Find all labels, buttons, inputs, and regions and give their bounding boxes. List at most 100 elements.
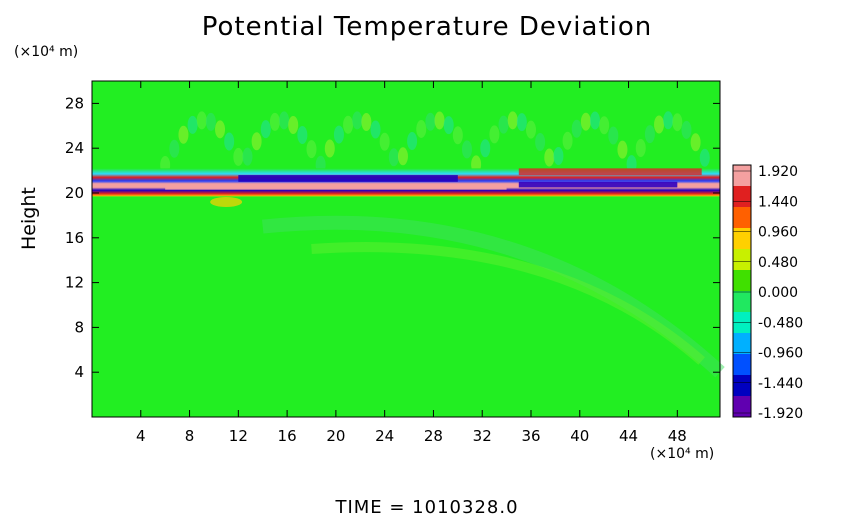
colorbar-label: 0.000 — [758, 285, 798, 301]
field-wave-mark — [397, 147, 408, 166]
field-band-core — [518, 168, 702, 176]
x-tick-label: 32 — [473, 427, 492, 445]
field-wave-mark — [681, 120, 692, 139]
y-tick-label: 24 — [65, 139, 84, 157]
colorbar-swatch — [733, 249, 751, 271]
field-wave-mark — [635, 138, 646, 157]
field-wave-mark — [306, 140, 317, 159]
field-wave-mark — [196, 111, 207, 130]
y-axis-ticks: 4 8 12 16 20 24 28 — [65, 94, 720, 381]
field-wave-mark — [379, 132, 390, 151]
colorbar: 1.920 1.440 0.960 0.480 0.000 -0.480 -0.960 -1.… — [732, 164, 803, 422]
field-wave-mark — [480, 139, 491, 158]
colorbar-label: -0.480 — [758, 315, 803, 331]
field-wave-mark — [260, 120, 271, 139]
field-wave-mark — [443, 116, 454, 135]
colorbar-label: 0.480 — [758, 255, 798, 271]
y-tick-label: 4 — [74, 363, 84, 381]
y-tick-label: 28 — [65, 94, 84, 112]
colorbar-label: -0.960 — [758, 346, 803, 362]
field-wave-mark — [452, 126, 463, 145]
x-tick-label: 40 — [570, 427, 589, 445]
field-wave-mark — [599, 116, 610, 135]
x-tick-label: 48 — [668, 427, 687, 445]
colorbar-frame — [732, 164, 752, 418]
field-wave-mark — [580, 112, 591, 131]
colorbar-label: 1.440 — [758, 194, 798, 210]
x-tick-label: 8 — [185, 427, 195, 445]
field-wave-mark — [352, 111, 363, 130]
field-wave-mark — [608, 126, 619, 145]
field-wave-mark — [215, 120, 226, 139]
colorbar-label: -1.440 — [758, 376, 803, 392]
colorbar-swatch — [733, 291, 751, 313]
field-wave-mark — [562, 131, 573, 150]
x-tick-label: 28 — [424, 427, 443, 445]
colorbar-label: 0.960 — [758, 225, 798, 241]
field-wave-mark — [516, 113, 527, 132]
field-wave-mark — [544, 148, 555, 167]
x-tick-label: 16 — [278, 427, 297, 445]
field-wave-mark — [461, 140, 472, 159]
x-tick-label: 4 — [136, 427, 146, 445]
field-wave-mark — [590, 111, 601, 130]
field-arc — [311, 242, 706, 365]
field-wave-mark — [370, 120, 381, 139]
field-wave-mark — [553, 147, 564, 166]
colorbar-swatch — [733, 396, 751, 418]
field-wave-mark — [498, 115, 509, 134]
colorbar-swatch — [733, 354, 751, 376]
colorbar-swatch — [733, 228, 751, 250]
field-wave-mark — [297, 126, 308, 145]
field-wave-mark — [535, 133, 546, 152]
colorbar-swatch — [733, 165, 751, 187]
field-wave-mark — [663, 111, 674, 130]
field-wave-mark — [361, 113, 372, 132]
x-tick-label: 24 — [375, 427, 394, 445]
field-wave-mark — [343, 115, 354, 134]
field-wave-mark — [644, 125, 655, 144]
y-tick-label: 20 — [65, 184, 84, 202]
field-wave-mark — [654, 115, 665, 134]
colorbar-swatch — [733, 333, 751, 355]
x-tick-label: 12 — [229, 427, 248, 445]
field-wave-mark — [187, 115, 198, 134]
colorbar-label: -1.920 — [758, 406, 803, 422]
field-wave-mark — [288, 116, 299, 135]
field-wave-mark — [224, 132, 235, 151]
colorbar-swatch — [733, 312, 751, 334]
y-tick-label: 8 — [74, 318, 84, 336]
colorbar-swatch — [733, 375, 751, 397]
field-band-core — [238, 175, 458, 182]
field-wave-mark — [690, 133, 701, 152]
field-wave-mark — [242, 147, 253, 166]
colorbar-label: 1.920 — [758, 164, 798, 180]
field-wave-mark — [407, 132, 418, 151]
field-wave-mark — [416, 119, 427, 138]
field-wave-mark — [699, 148, 710, 167]
x-tick-label: 44 — [619, 427, 638, 445]
plot-frame — [91, 80, 721, 418]
x-axis-unit: (×10⁴ m) — [650, 446, 715, 462]
y-tick-label: 16 — [65, 229, 84, 247]
colorbar-swatch — [733, 207, 751, 229]
colorbar-swatch — [733, 186, 751, 208]
colorbar-swatch — [733, 270, 751, 292]
field-wave-mark — [251, 132, 262, 151]
field-wave-mark — [333, 125, 344, 144]
field-wave-mark — [425, 112, 436, 131]
field-band-spot — [210, 196, 243, 207]
x-tick-label: 36 — [521, 427, 540, 445]
heatmap-field — [91, 80, 725, 418]
field-band-core — [518, 181, 678, 188]
y-axis-unit: (×10⁴ m) — [14, 44, 79, 60]
field-wave-mark — [571, 119, 582, 138]
field-wave-mark — [489, 125, 500, 144]
field-wave-mark — [388, 148, 399, 167]
field-wave-mark — [324, 139, 335, 158]
field-wave-mark — [525, 120, 536, 139]
field-wave-mark — [205, 112, 216, 131]
y-tick-label: 12 — [65, 274, 84, 292]
field-wave-mark — [617, 140, 628, 159]
